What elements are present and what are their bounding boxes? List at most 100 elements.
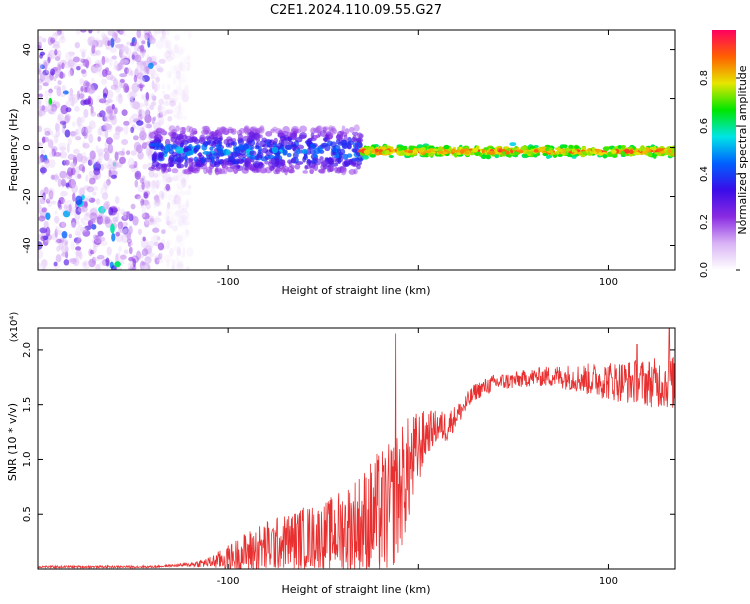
spectrogram-cell bbox=[232, 166, 239, 174]
spectrogram-cell bbox=[178, 172, 185, 180]
spectrogram-cell bbox=[177, 217, 182, 228]
spectrogram-cell bbox=[181, 203, 190, 210]
spectrogram-cell bbox=[238, 128, 246, 134]
spectrogram-cell bbox=[136, 61, 142, 68]
spectrogram-cell bbox=[235, 146, 240, 154]
spectrogram-cell bbox=[344, 160, 351, 167]
spectrogram-cell bbox=[123, 83, 130, 94]
spectrogram-cell bbox=[103, 201, 109, 211]
spectrogram-cell bbox=[141, 181, 145, 191]
spectrogram-cell bbox=[129, 91, 137, 99]
spectrogram-cell bbox=[165, 99, 169, 105]
colorbar-tick-label: 0.2 bbox=[699, 214, 710, 230]
spectrogram-cell bbox=[178, 76, 183, 85]
spectrogram-cell bbox=[57, 61, 62, 71]
spectrogram-cell bbox=[163, 42, 170, 49]
spectrogram-cell bbox=[166, 83, 171, 91]
spectrogram-cell bbox=[157, 120, 164, 126]
spectrogram-cell bbox=[115, 126, 124, 132]
spectrogram-cell bbox=[43, 158, 50, 164]
spectrogram-cell bbox=[169, 247, 174, 257]
spectrogram-cell bbox=[47, 103, 52, 109]
spectrogram-cell bbox=[95, 263, 101, 270]
spectrogram-cell bbox=[124, 45, 129, 55]
spectrogram-cell bbox=[301, 148, 308, 154]
spectrogram-cell bbox=[59, 92, 66, 98]
snr-frame bbox=[37, 327, 676, 570]
spectrogram-cell bbox=[177, 46, 185, 56]
spectrogram-cell bbox=[88, 197, 96, 203]
spectrogram-cell bbox=[54, 173, 59, 183]
spectrogram-cell bbox=[354, 142, 359, 150]
spectrogram-cell bbox=[44, 90, 50, 98]
spectrogram-cell bbox=[165, 176, 173, 183]
spectrogram-cell bbox=[126, 67, 132, 76]
spectrogram-cell bbox=[71, 93, 79, 104]
spectrogram-cell bbox=[71, 184, 79, 194]
spectrogram-cell bbox=[115, 216, 119, 223]
spectrogram-cell bbox=[78, 251, 83, 260]
spectrogram-cell bbox=[76, 116, 82, 127]
spectrogram-cell bbox=[79, 30, 87, 33]
spectrogram-cell bbox=[147, 181, 151, 187]
spectrogram-cell bbox=[166, 204, 171, 215]
spectrogram-cell bbox=[474, 151, 481, 156]
spectrogram-cell bbox=[74, 41, 80, 49]
spectrogram-cell bbox=[117, 94, 123, 105]
spectrogram-cell bbox=[184, 189, 192, 196]
spectrogram-cell bbox=[152, 152, 158, 161]
spectrogram-cell bbox=[188, 161, 194, 166]
spectrogram-cell bbox=[172, 246, 181, 252]
spectrogram-cell bbox=[139, 130, 147, 141]
spectrogram-cell bbox=[58, 142, 67, 149]
spectrogram-cell bbox=[80, 85, 84, 92]
spectrogram-cell bbox=[38, 249, 44, 259]
spectrogram-cell bbox=[144, 98, 149, 107]
spectrogram-cell bbox=[75, 250, 80, 259]
spectrogram-cell bbox=[106, 246, 112, 256]
spectrogram-cell bbox=[205, 140, 212, 145]
spectrogram-cell bbox=[61, 231, 68, 239]
spectrogram-cell bbox=[516, 146, 520, 151]
spectrogram-cell bbox=[176, 84, 183, 90]
spectrogram-cell bbox=[103, 180, 110, 189]
spectrogram-cell bbox=[141, 204, 147, 214]
spectrogram-cell bbox=[55, 122, 59, 132]
spectrogram-cell bbox=[156, 258, 164, 264]
spectrogram-cell bbox=[329, 165, 334, 173]
spectrogram-cell bbox=[120, 208, 125, 215]
spectrogram-cell bbox=[172, 225, 178, 232]
spectrogram-cell bbox=[111, 232, 116, 242]
spectrogram-cell bbox=[201, 129, 209, 135]
spectrogram-cell bbox=[61, 244, 69, 255]
spectrogram-cell bbox=[75, 136, 82, 141]
spectrogram-cell bbox=[49, 192, 54, 200]
spectrogram-cell bbox=[269, 165, 275, 172]
spectrogram-cell bbox=[96, 212, 102, 218]
spectrogram-cell bbox=[124, 67, 129, 75]
spectrogram-cell bbox=[54, 49, 58, 56]
spectrogram-cell bbox=[74, 249, 81, 256]
spectrogram-cell bbox=[88, 133, 94, 144]
snr-y-ticks: 0.5 1.0 1.5 2.0 bbox=[22, 342, 675, 522]
spectrogram-cell bbox=[134, 179, 139, 188]
spectrogram-cell bbox=[53, 75, 57, 82]
spectrogram-cell bbox=[156, 179, 163, 185]
spectrogram-cell bbox=[390, 146, 394, 151]
spectrogram-cell bbox=[176, 72, 185, 82]
spectrogram-cell bbox=[165, 39, 172, 49]
spectrogram-cell bbox=[117, 150, 125, 156]
spectrogram-cell bbox=[167, 48, 173, 55]
spectrogram-cell bbox=[167, 56, 172, 62]
spectrogram-x-tick-label: 100 bbox=[599, 277, 618, 288]
spectrogram-cell bbox=[53, 135, 59, 144]
spectrogram-cell bbox=[175, 108, 180, 115]
spectrogram-cell bbox=[602, 154, 608, 159]
spectrogram-cell bbox=[348, 168, 356, 175]
spectrogram-cell bbox=[258, 161, 263, 170]
spectrogram-cell bbox=[130, 150, 137, 156]
spectrogram-cell bbox=[52, 110, 57, 115]
spectrogram-cell bbox=[369, 154, 376, 158]
spectrogram-cell bbox=[336, 167, 342, 174]
spectrogram-cell bbox=[38, 157, 42, 165]
